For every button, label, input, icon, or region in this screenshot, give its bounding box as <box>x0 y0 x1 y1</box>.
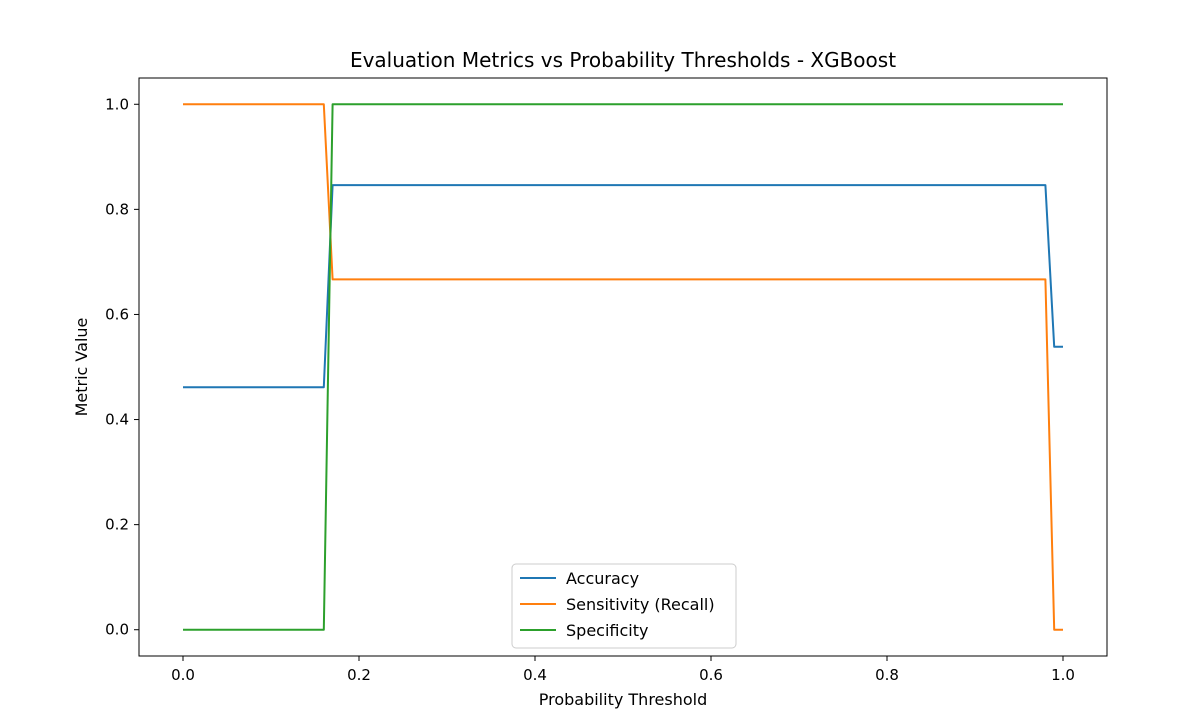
x-tick-label: 0.8 <box>875 666 899 684</box>
y-tick-label: 0.0 <box>105 621 129 639</box>
legend: Accuracy Sensitivity (Recall) Specificity <box>511 563 737 649</box>
series-line-accuracy <box>183 184 1063 389</box>
x-axis-label: Probability Threshold <box>539 690 708 709</box>
series-line-specificity <box>183 103 1063 631</box>
y-tick-label: 0.6 <box>105 305 129 323</box>
legend-label: Specificity <box>566 621 648 640</box>
y-axis-label: Metric Value <box>72 318 91 417</box>
x-tick-label: 0.2 <box>347 666 371 684</box>
y-tick-label: 1.0 <box>105 95 129 113</box>
axis-ticks: 0.0 0.2 0.4 0.6 0.8 1.0 0.0 0.2 0.4 0.6 0.8 1.0 <box>105 95 1075 684</box>
y-tick-label: 0.2 <box>105 516 129 534</box>
x-tick-label: 0.0 <box>171 666 195 684</box>
x-tick-label: 1.0 <box>1051 666 1075 684</box>
x-tick-label: 0.4 <box>523 666 547 684</box>
plot-frame <box>138 77 1108 657</box>
legend-label: Accuracy <box>566 569 639 588</box>
legend-box <box>511 563 737 649</box>
chart-title: Evaluation Metrics vs Probability Thresh… <box>350 48 896 72</box>
y-tick-label: 0.4 <box>105 411 129 429</box>
series-lines <box>183 103 1063 631</box>
x-tick-label: 0.6 <box>699 666 723 684</box>
series-line-sensitivity-recall <box>183 103 1063 631</box>
legend-label: Sensitivity (Recall) <box>566 595 715 614</box>
y-tick-label: 0.8 <box>105 200 129 218</box>
